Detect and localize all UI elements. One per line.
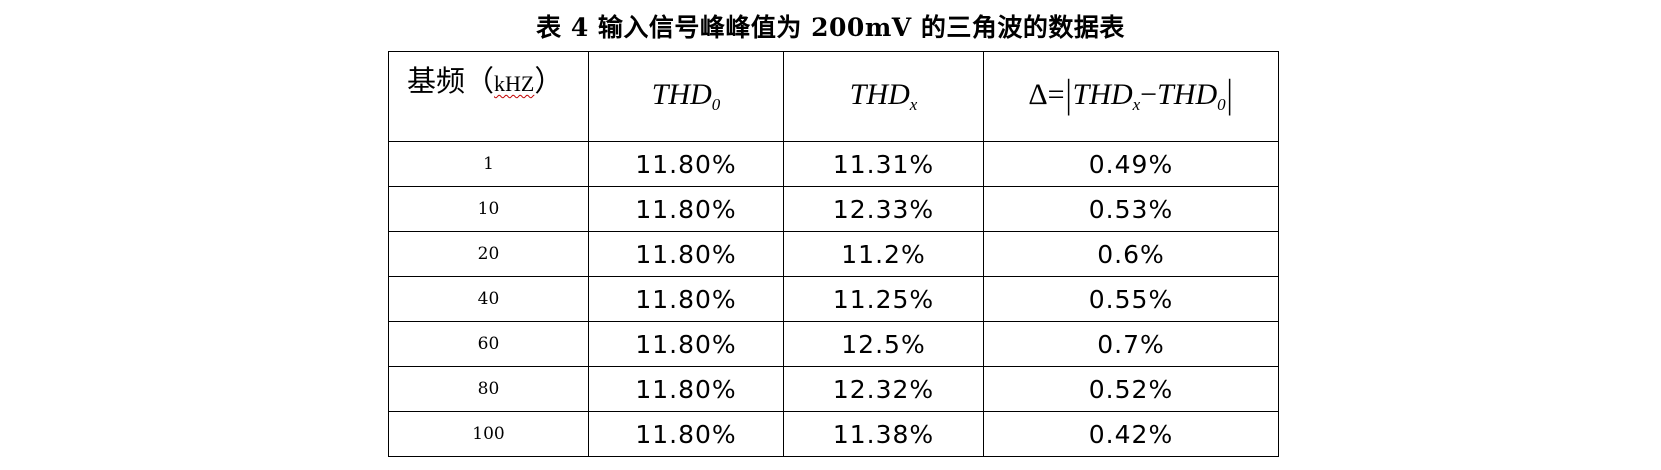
- cell-frequency: 10: [388, 186, 589, 232]
- cell-thd0: 11.80%: [588, 276, 784, 322]
- delta-symbol: Δ: [1028, 78, 1048, 111]
- cell-thdx: 11.25%: [783, 276, 984, 322]
- cell-frequency: 80: [388, 366, 589, 412]
- delta-term2-sub: 0: [1217, 95, 1226, 114]
- cell-thd0: 11.80%: [588, 321, 784, 367]
- cell-delta: 0.52%: [983, 366, 1279, 412]
- header-thdx: THDx: [783, 51, 984, 142]
- thdx-base: THD: [849, 78, 910, 111]
- cell-thd0: 11.80%: [588, 141, 784, 187]
- cell-delta: 0.55%: [983, 276, 1279, 322]
- freq-label: 基频（: [407, 64, 495, 98]
- cell-thd0: 11.80%: [588, 186, 784, 232]
- table-row: 1 11.80% 11.31% 0.49%: [388, 141, 1279, 187]
- abs-bar-right: |: [1226, 72, 1233, 117]
- cell-frequency: 1: [388, 141, 589, 187]
- header-fundamental-frequency: 基频（kHZ）: [388, 51, 589, 142]
- thd0-base: THD: [651, 78, 712, 111]
- abs-bar-left: |: [1065, 72, 1072, 117]
- table-row: 40 11.80% 11.25% 0.55%: [388, 276, 1279, 322]
- cell-thdx: 12.32%: [783, 366, 984, 412]
- delta-term1-sub: x: [1132, 95, 1141, 114]
- cell-delta: 0.7%: [983, 321, 1279, 367]
- thd-data-table: 基频（kHZ） THD0 THDx Δ=|THDx−THD0| 1 11.80%…: [388, 51, 1279, 457]
- delta-equals: =: [1047, 78, 1065, 111]
- freq-unit: kHZ: [494, 71, 535, 96]
- delta-term1-base: THD: [1072, 78, 1133, 111]
- cell-thdx: 12.5%: [783, 321, 984, 367]
- delta-term2-base: THD: [1157, 78, 1218, 111]
- cell-frequency: 60: [388, 321, 589, 367]
- header-row: 基频（kHZ） THD0 THDx Δ=|THDx−THD0|: [388, 51, 1279, 142]
- thd0-sub: 0: [711, 95, 721, 114]
- cell-thdx: 12.33%: [783, 186, 984, 232]
- table-row: 100 11.80% 11.38% 0.42%: [388, 411, 1279, 457]
- cell-delta: 0.53%: [983, 186, 1279, 232]
- header-thd0: THD0: [588, 51, 784, 142]
- cell-delta: 0.6%: [983, 231, 1279, 277]
- table-row: 80 11.80% 12.32% 0.52%: [388, 366, 1279, 412]
- cell-frequency: 20: [388, 231, 589, 277]
- table-caption: 表 4 输入信号峰峰值为 200mV 的三角波的数据表: [536, 13, 1125, 42]
- delta-minus: −: [1140, 78, 1158, 111]
- cell-delta: 0.49%: [983, 141, 1279, 187]
- cell-thd0: 11.80%: [588, 411, 784, 457]
- table-row: 10 11.80% 12.33% 0.53%: [388, 186, 1279, 232]
- freq-close: ）: [534, 64, 564, 98]
- cell-thd0: 11.80%: [588, 366, 784, 412]
- cell-frequency: 40: [388, 276, 589, 322]
- cell-thdx: 11.2%: [783, 231, 984, 277]
- cell-thd0: 11.80%: [588, 231, 784, 277]
- cell-frequency: 100: [388, 411, 589, 457]
- table-row: 20 11.80% 11.2% 0.6%: [388, 231, 1279, 277]
- cell-thdx: 11.38%: [783, 411, 984, 457]
- header-delta: Δ=|THDx−THD0|: [983, 51, 1279, 142]
- cell-thdx: 11.31%: [783, 141, 984, 187]
- cell-delta: 0.42%: [983, 411, 1279, 457]
- table-row: 60 11.80% 12.5% 0.7%: [388, 321, 1279, 367]
- thdx-sub: x: [909, 95, 918, 114]
